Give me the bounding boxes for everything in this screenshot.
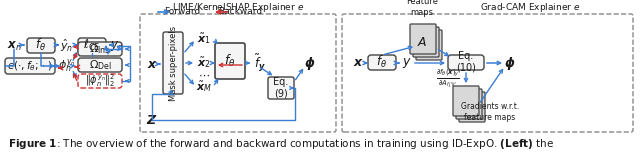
FancyBboxPatch shape	[78, 42, 122, 56]
Text: Feature
maps: Feature maps	[406, 0, 438, 17]
FancyBboxPatch shape	[342, 14, 633, 132]
FancyBboxPatch shape	[78, 58, 122, 72]
FancyBboxPatch shape	[410, 24, 436, 54]
FancyBboxPatch shape	[140, 14, 336, 132]
Text: $f_\theta$: $f_\theta$	[35, 37, 47, 53]
FancyBboxPatch shape	[215, 43, 245, 79]
Text: $\boldsymbol{x}_n$: $\boldsymbol{x}_n$	[6, 39, 21, 53]
Text: Forward: Forward	[164, 8, 200, 16]
FancyBboxPatch shape	[456, 89, 482, 119]
FancyBboxPatch shape	[413, 27, 439, 57]
Text: $f_\theta$: $f_\theta$	[224, 53, 236, 69]
FancyBboxPatch shape	[78, 38, 106, 53]
Text: $\tilde{\boldsymbol{x}}_2$: $\tilde{\boldsymbol{x}}_2$	[197, 56, 211, 71]
Text: Eq.
(9): Eq. (9)	[273, 77, 289, 99]
Text: $\mathbf{Figure\ 1}$: The overview of the forward and backward computations in t: $\mathbf{Figure\ 1}$: The overview of th…	[8, 137, 554, 151]
Text: $\Omega_{\rm Del}$: $\Omega_{\rm Del}$	[88, 58, 111, 72]
Text: $\boldsymbol{Z}$: $\boldsymbol{Z}$	[146, 113, 158, 126]
FancyBboxPatch shape	[453, 86, 479, 116]
FancyBboxPatch shape	[78, 74, 122, 88]
Text: LIME/KernelSHAP Explainer $e$: LIME/KernelSHAP Explainer $e$	[172, 0, 304, 14]
Text: $\hat{y}_n$: $\hat{y}_n$	[60, 38, 74, 54]
Text: $e(\cdot,f_\theta;\cdot)$: $e(\cdot,f_\theta;\cdot)$	[7, 59, 52, 73]
Text: $A$: $A$	[417, 36, 427, 49]
Text: $\cdots$: $\cdots$	[198, 70, 210, 80]
FancyBboxPatch shape	[459, 92, 485, 122]
Text: Eq.
(10): Eq. (10)	[456, 51, 476, 73]
Text: $y$: $y$	[402, 56, 412, 70]
Text: $\tilde{f}_{\boldsymbol{y}}$: $\tilde{f}_{\boldsymbol{y}}$	[254, 52, 266, 74]
Text: $\boldsymbol{x}$: $\boldsymbol{x}$	[353, 57, 364, 69]
FancyBboxPatch shape	[368, 55, 396, 70]
Text: $\tilde{\boldsymbol{x}}_M$: $\tilde{\boldsymbol{x}}_M$	[196, 79, 212, 94]
Text: $\frac{\partial f_\theta(\boldsymbol{x})_y}{\partial A_{i^\prime j^\prime k^\pri: $\frac{\partial f_\theta(\boldsymbol{x})…	[436, 68, 460, 90]
Text: $f_\theta$: $f_\theta$	[376, 54, 387, 70]
FancyBboxPatch shape	[5, 58, 55, 74]
Text: $\boldsymbol{\phi}$: $\boldsymbol{\phi}$	[504, 55, 516, 71]
Text: $y_n$: $y_n$	[110, 39, 124, 53]
Text: $\phi_n^{y_n}$: $\phi_n^{y_n}$	[58, 57, 76, 75]
FancyBboxPatch shape	[268, 77, 294, 99]
FancyBboxPatch shape	[163, 32, 183, 94]
FancyBboxPatch shape	[27, 38, 55, 53]
Text: Backward: Backward	[218, 8, 262, 16]
FancyBboxPatch shape	[416, 30, 442, 60]
FancyBboxPatch shape	[448, 55, 484, 70]
Text: $\ell_{\rm CE}$: $\ell_{\rm CE}$	[83, 37, 100, 53]
Text: Gradients w.r.t.
feature maps: Gradients w.r.t. feature maps	[461, 102, 519, 122]
Text: $\tilde{\boldsymbol{x}}_1$: $\tilde{\boldsymbol{x}}_1$	[197, 32, 211, 47]
Text: Mask super-pixels: Mask super-pixels	[168, 25, 177, 101]
Text: $\|\phi_n^{y_n}\|_2^2$: $\|\phi_n^{y_n}\|_2^2$	[85, 73, 115, 89]
Text: $\boldsymbol{x}$: $\boldsymbol{x}$	[147, 57, 157, 71]
Text: $\boldsymbol{\phi}$: $\boldsymbol{\phi}$	[304, 55, 316, 71]
Text: Grad-CAM Explainer $e$: Grad-CAM Explainer $e$	[480, 0, 580, 14]
Text: $\Omega_{\rm Ins}$: $\Omega_{\rm Ins}$	[89, 42, 111, 56]
